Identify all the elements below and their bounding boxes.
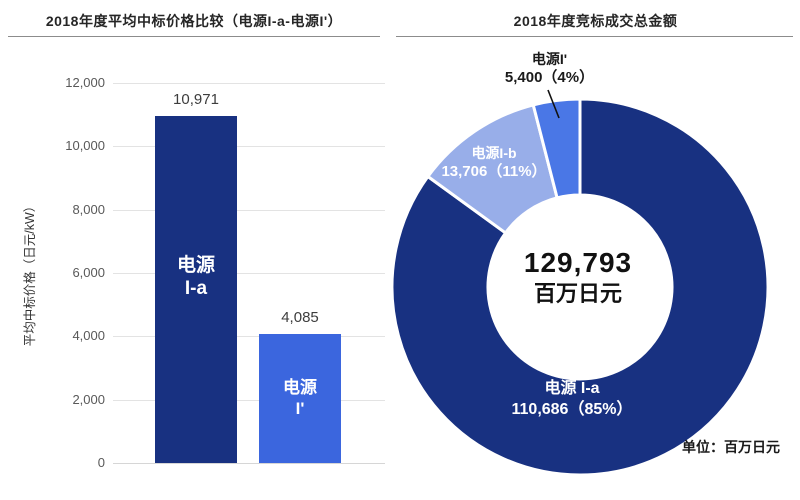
- leader-line-i-prime: [547, 89, 560, 119]
- slice-label-ib: 电源I-b 13,706（11%）: [424, 144, 564, 181]
- gridline-12000: [113, 83, 385, 84]
- donut-slice-0-85pct: [390, 97, 770, 477]
- donut-center-value: 129,793: [523, 247, 633, 278]
- bar-label-i-prime-line1: 电源: [283, 378, 317, 397]
- donut-center-unit: 百万日元: [533, 281, 622, 306]
- slice-label-i-prime: 电源I' 5,400（4%）: [477, 50, 622, 87]
- bar-dengen-i-prime: [259, 334, 341, 463]
- bar-label-ia: 电源 I-a: [155, 254, 237, 300]
- y-tick-label-2000: 2,000: [72, 392, 105, 407]
- donut-slices: [390, 97, 770, 477]
- bar-chart-title-underline: [8, 36, 380, 37]
- bar-dengen-ia: [155, 116, 237, 463]
- slice-label-i-prime-value: 5,400（4%）: [504, 69, 595, 86]
- bar-label-i-prime-line2: I': [295, 399, 305, 418]
- unit-note: 单位：百万日元: [682, 439, 780, 455]
- bar-chart-title: 2018年度平均中标价格比较（电源I-a-电源I'）: [45, 13, 343, 29]
- bar-label-ia-line1: 电源: [176, 255, 215, 276]
- bar-label-ia-line2: I-a: [184, 278, 208, 299]
- slice-label-ia-value: 110,686（85%）: [511, 401, 633, 418]
- slice-label-ib-value: 13,706（11%）: [441, 163, 547, 180]
- gridline-4000: [113, 336, 385, 337]
- donut-slice-2-4pct: [531, 97, 582, 200]
- y-tick-label-10000: 10,000: [65, 138, 105, 153]
- donut-center-label: 129,793 百万日元: [480, 247, 676, 309]
- gridline-2000: [113, 400, 385, 401]
- gridline-10000: [113, 146, 385, 147]
- y-tick-label-0: 0: [97, 455, 105, 470]
- slice-label-i-prime-name: 电源I': [531, 51, 568, 67]
- gridline-6000: [113, 273, 385, 274]
- y-tick-label-8000: 8,000: [72, 202, 105, 217]
- slice-label-ib-name: 电源I-b: [471, 145, 517, 161]
- bar-value-i-prime: 4,085: [281, 309, 319, 326]
- slice-label-ia-name: 电源 I-a: [544, 380, 600, 397]
- slice-label-ia: 电源 I-a 110,686（85%）: [487, 378, 657, 421]
- y-tick-label-12000: 12,000: [65, 75, 105, 90]
- bar-value-ia: 10,971: [173, 91, 219, 108]
- donut-chart-title: 2018年度竞标成交总金额: [513, 13, 678, 29]
- y-tick-label-6000: 6,000: [72, 265, 105, 280]
- bar-label-i-prime: 电源 I': [259, 377, 341, 419]
- y-tick-label-4000: 4,000: [72, 328, 105, 343]
- gridline-8000: [113, 210, 385, 211]
- donut-chart-title-underline: [396, 36, 793, 37]
- gridline-0: [113, 463, 385, 464]
